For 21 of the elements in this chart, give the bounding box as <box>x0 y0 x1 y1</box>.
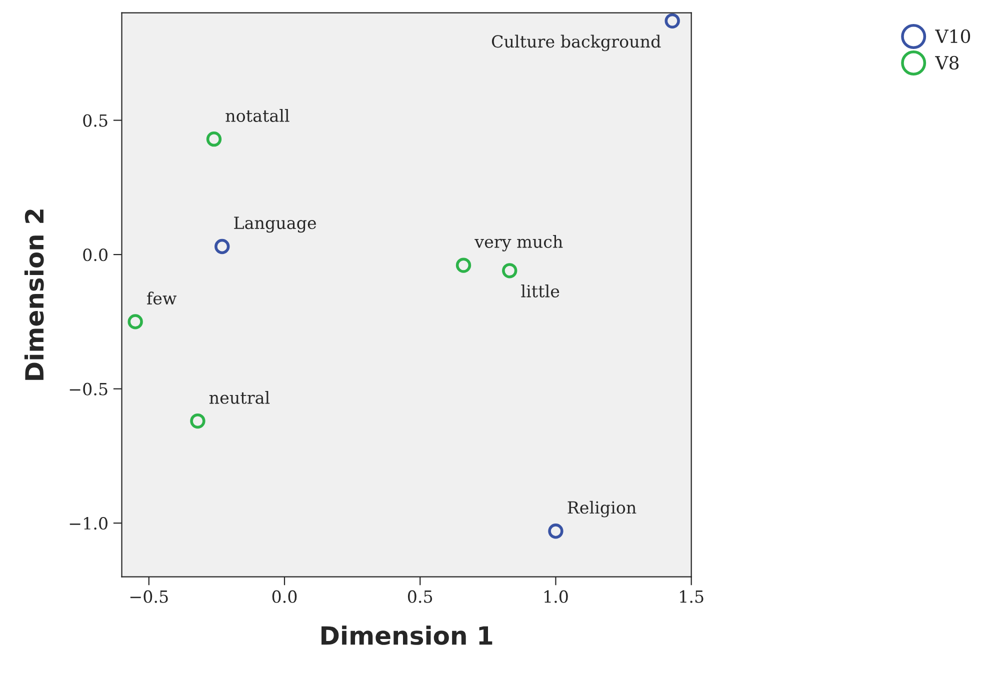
annotation: Religion <box>568 500 636 518</box>
x-tick-label: 0.0 <box>272 590 297 603</box>
y-tick-label: −0.5 <box>70 382 108 396</box>
x-tick-label: 0.5 <box>408 590 432 603</box>
x-tick-label: 1.5 <box>680 590 704 603</box>
x-tick-label: −0.5 <box>130 590 168 603</box>
x-axis-title: Dimension 1 <box>322 626 492 645</box>
annotation: few <box>147 292 177 305</box>
legend-label: V8 <box>935 56 959 70</box>
annotation: Language <box>234 216 316 233</box>
y-tick-label: 0.5 <box>83 114 108 127</box>
y-tick-label: −1.0 <box>70 517 108 530</box>
annotation: notatall <box>226 109 290 122</box>
y-tick-label: 0.0 <box>83 248 108 262</box>
y-axis-title: Dimension 2 <box>24 210 44 380</box>
x-tick-label: 1.0 <box>544 590 568 603</box>
annotation: neutral <box>209 391 270 404</box>
annotation: very much <box>474 235 563 252</box>
legend-label: V10 <box>935 29 970 44</box>
annotation: Culture background <box>492 34 661 52</box>
annotation: little <box>521 284 560 298</box>
